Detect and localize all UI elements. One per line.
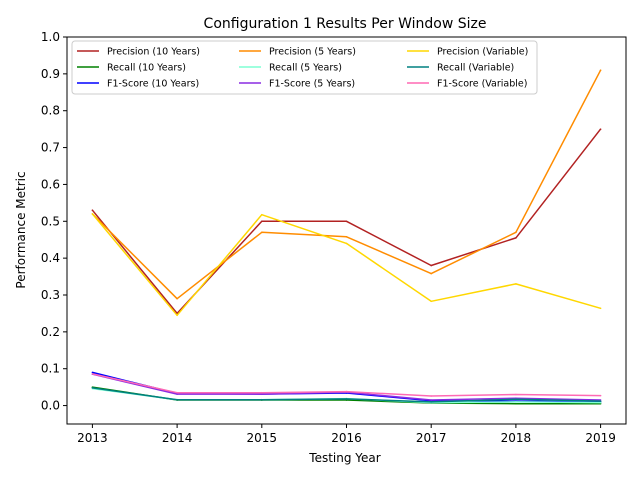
- plot-area: [91, 69, 602, 405]
- data-point: [515, 393, 517, 396]
- data-point: [515, 283, 517, 285]
- x-tick-label: 2018: [501, 431, 532, 445]
- data-point: [430, 300, 432, 303]
- y-tick-label: 0.4: [41, 251, 60, 265]
- series-line-6: [92, 373, 601, 401]
- series-line-3: [92, 371, 601, 403]
- data-point: [430, 401, 432, 403]
- data-point: [176, 393, 178, 395]
- data-point: [261, 213, 263, 216]
- y-tick-label: 0.8: [41, 104, 60, 118]
- x-axis: 2013 2014 2015 2016 2017 2018 2019: [77, 424, 616, 445]
- x-tick-label: 2015: [247, 431, 278, 445]
- x-tick-label: 2017: [416, 431, 447, 445]
- y-tick-label: 0.2: [41, 325, 60, 339]
- legend-label: Recall (10 Years): [107, 63, 186, 74]
- data-point: [345, 398, 348, 400]
- series-line-4: [91, 69, 602, 300]
- legend: Precision (10 Years) Recall (10 Years) F1-…: [71, 40, 538, 95]
- y-tick-label: 1.0: [41, 30, 60, 44]
- y-tick-label: 0.5: [41, 214, 60, 228]
- data-point: [599, 307, 602, 310]
- legend-label: F1-Score (Variable): [437, 79, 527, 90]
- data-point: [91, 209, 94, 212]
- data-point: [345, 220, 348, 223]
- legend-label: F1-Score (10 Years): [107, 79, 199, 90]
- x-axis-label: Testing Year: [308, 451, 380, 465]
- x-tick-label: 2013: [77, 431, 108, 445]
- data-point: [430, 399, 432, 401]
- data-point: [261, 398, 263, 401]
- y-tick-label: 0.7: [41, 141, 60, 155]
- y-tick-label: 0.1: [41, 362, 60, 376]
- axes-frame: [66, 36, 627, 425]
- data-point: [261, 393, 263, 395]
- data-point: [515, 401, 517, 403]
- data-point: [91, 213, 94, 215]
- data-point: [345, 235, 348, 238]
- data-point: [176, 297, 178, 300]
- y-tick-label: 0.9: [41, 67, 60, 81]
- data-point: [599, 69, 602, 71]
- legend-label: Precision (Variable): [437, 47, 528, 58]
- data-point: [430, 264, 432, 267]
- data-point: [515, 231, 517, 234]
- data-point: [345, 390, 348, 393]
- data-point: [261, 391, 263, 394]
- data-point: [345, 242, 348, 245]
- y-tick-label: 0.0: [41, 399, 60, 413]
- data-point: [91, 371, 94, 374]
- data-point: [599, 394, 602, 397]
- data-point: [430, 272, 432, 275]
- data-point: [261, 220, 263, 223]
- y-axis-label: Performance Metric: [14, 171, 28, 288]
- y-tick-label: 0.3: [41, 288, 60, 302]
- series-line-7: [91, 213, 601, 317]
- data-point: [599, 128, 602, 130]
- legend-label: Recall (5 Years): [269, 63, 342, 74]
- data-point: [599, 400, 602, 402]
- data-point: [176, 391, 178, 394]
- legend-label: Precision (5 Years): [269, 47, 356, 58]
- data-point: [515, 237, 517, 239]
- data-point: [91, 373, 94, 375]
- data-point: [599, 401, 602, 404]
- x-tick-label: 2016: [331, 431, 362, 445]
- data-point: [91, 387, 94, 389]
- data-point: [430, 395, 432, 397]
- legend-label: Precision (10 Years): [107, 47, 200, 58]
- x-tick-label: 2019: [585, 431, 616, 445]
- data-point: [515, 398, 517, 401]
- x-tick-label: 2014: [162, 431, 193, 445]
- y-axis: 0.0 0.1 0.2 0.3 0.4 0.5 0.6 0.7 0.8 0.9 1.0: [41, 30, 67, 413]
- y-tick-label: 0.6: [41, 177, 60, 191]
- legend-box: [71, 40, 538, 95]
- legend-label: F1-Score (5 Years): [269, 79, 355, 90]
- data-point: [176, 398, 178, 401]
- chart-title: Configuration 1 Results Per Window Size: [204, 16, 487, 32]
- data-point: [515, 402, 517, 405]
- data-point: [261, 231, 263, 234]
- data-point: [176, 314, 178, 317]
- legend-label: Recall (Variable): [437, 63, 514, 74]
